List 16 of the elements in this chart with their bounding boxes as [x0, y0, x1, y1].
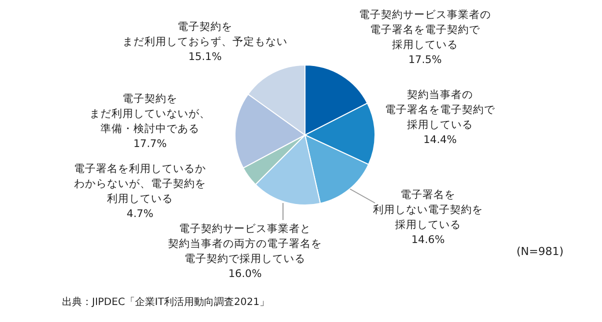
- slice-label: 電子署名を利用しない電子契約を採用している: [373, 189, 483, 231]
- slice-label: 電子契約をまだ利用しておらず、予定もない: [122, 20, 288, 48]
- source-note: 出典：JIPDEC「企業IT利活用動向調査2021」: [62, 296, 270, 308]
- data-label: 14.4%: [423, 134, 457, 146]
- data-label: 17.7%: [133, 138, 167, 150]
- slice-label: 電子署名を利用しているかわからないが、電子契約を利用している: [74, 162, 206, 205]
- data-label: 16.0%: [228, 268, 262, 280]
- slice-label: 電子契約サービス事業者の電子署名を電子契約で採用している: [359, 8, 491, 51]
- data-label: 14.6%: [411, 234, 445, 246]
- text: (N=981): [516, 245, 564, 258]
- slice-label: 電子契約サービス事業者と契約当事者の両方の電子署名を電子契約で採用している: [168, 222, 322, 265]
- slice-label: 契約当事者の電子署名を電子契約で採用している: [385, 88, 496, 131]
- data-label: 4.7%: [126, 208, 154, 220]
- data-label: 15.1%: [188, 51, 222, 63]
- slice-label: 電子契約をまだ利用していないが、準備・検討中である: [90, 92, 210, 135]
- data-label: 17.5%: [408, 54, 442, 66]
